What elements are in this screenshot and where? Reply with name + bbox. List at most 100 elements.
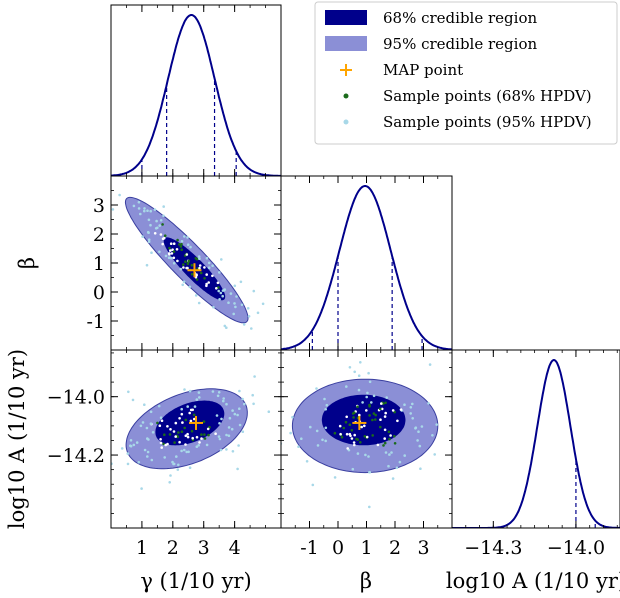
sample-point-95 [372,394,376,398]
sample-point-95 [186,236,189,239]
sample-point-68 [162,442,165,446]
x-tick-label: 3 [417,537,429,559]
sample-point-68 [344,420,348,424]
sample-point-95 [359,361,362,364]
sample-point-95 [131,398,135,402]
sample-point-95 [239,280,243,284]
y-tick-label: 3 [93,195,105,217]
sample-point-95 [225,433,228,437]
sample-point-68 [180,430,184,434]
sample-point-68 [199,271,203,275]
sample-point-95 [356,452,360,455]
sample-point-68 [162,236,166,240]
sample-point-68 [333,431,337,435]
sample-point-95 [150,251,153,254]
sample-point-95 [236,467,239,471]
legend: 68% credible region 95% credible region MA… [314,1,618,145]
sample-point-68 [200,437,203,440]
sample-point-95 [145,263,149,267]
sample-point-95 [198,396,201,399]
sample-point-95 [211,390,215,393]
sample-point-68 [175,248,179,251]
sample-point-95 [220,417,223,421]
sample-point-95 [323,397,326,401]
sample-point-95 [197,444,200,447]
sample-point-68 [198,266,201,270]
sample-point-95 [183,388,186,391]
sample-point-95 [193,405,197,408]
sample-point-68 [376,443,380,447]
sample-point-68 [198,264,202,267]
sample-point-68 [170,252,174,255]
sample-point-95 [311,483,315,487]
sample-point-95 [177,463,180,467]
sample-point-95 [227,301,230,305]
sample-point-68 [346,447,350,450]
sample-point-95 [207,261,211,265]
sample-point-95 [170,256,173,260]
sample-point-95 [132,443,136,447]
sample-point-95 [238,423,242,427]
sample-point-95 [243,402,246,406]
sample-point-95 [365,395,369,399]
sample-point-95 [246,307,250,310]
x-tick-label: 2 [389,537,401,559]
sample-point-68 [214,432,217,436]
sample-point-95 [403,403,406,407]
sample-point-68 [173,441,176,444]
sample-point-95 [228,416,232,420]
x-tick-label: 1 [136,537,148,559]
sample-point-95 [217,289,220,293]
sample-point-68 [168,246,171,250]
sample-point-68 [371,434,375,437]
sample-point-95 [146,209,149,212]
sample-point-68 [374,413,378,417]
sample-point-95 [164,254,168,258]
sample-point-95 [155,219,158,223]
sample-point-68 [388,437,391,441]
sample-point-95 [409,412,413,415]
sample-point-95 [256,311,260,315]
sample-point-95 [325,403,329,407]
joint-gamma-beta [110,175,282,351]
sample-point-68 [378,407,382,411]
sample-point-95 [171,460,174,464]
legend-label: Sample points (95% HPDV) [383,113,592,131]
sample-point-95 [252,402,255,406]
sample-point-68 [160,419,164,423]
sample-point-95 [427,402,430,405]
sample-point-68 [203,277,206,280]
sample-point-95 [267,410,271,414]
sample-point-95 [361,401,364,404]
sample-point-95 [367,455,370,458]
sample-point-95 [143,209,146,213]
sample-point-68 [180,412,184,416]
sample-point-68 [216,281,220,285]
sample-point-95 [236,413,239,417]
sample-point-95 [225,402,228,406]
sample-point-95 [231,450,235,453]
sample-point-95 [324,426,328,430]
marginal-beta [280,175,453,351]
sample-point-95 [185,450,188,454]
sample-point-95 [225,326,228,330]
sample-point-95 [357,388,361,392]
y-tick-label: −14.0 [47,387,105,409]
sample-point-68 [172,256,176,260]
sample-point-68 [178,440,181,444]
sample-point-95 [368,505,371,509]
sample-point-95 [205,256,209,260]
sample-point-68 [207,281,210,284]
x-tick-label: -1 [300,537,319,559]
sample-point-95 [348,366,352,369]
sample-point-68 [338,424,342,428]
sample-point-95 [218,437,222,441]
sample-point-95 [364,453,367,457]
sample-point-95 [416,439,419,442]
sample-point-68 [176,238,179,242]
sample-point-95 [180,407,183,411]
sample-point-68 [372,412,376,415]
sample-point-95 [250,327,253,330]
sample-point-95 [176,468,180,471]
sample-point-68 [365,409,368,412]
